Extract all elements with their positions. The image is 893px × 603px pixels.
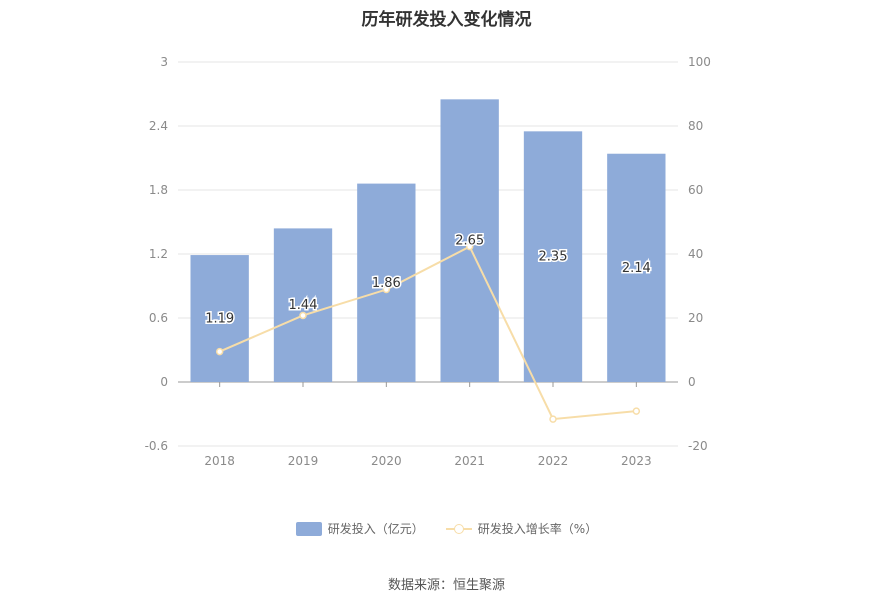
y-left-tick-label: 1.2 <box>149 247 168 261</box>
y-right-tick-label: 20 <box>688 311 703 325</box>
data-source: 数据来源：恒生聚源 <box>387 578 505 593</box>
growth-rate-point <box>299 311 307 320</box>
bar-data-label: 2.14 <box>622 261 651 276</box>
y-left-tick-label: -0.6 <box>145 439 168 453</box>
bar-data-label: 1.86 <box>372 276 401 291</box>
legend-item-rd-investment[interactable]: 研发投入（亿元） <box>295 520 424 537</box>
growth-rate-point <box>549 415 557 423</box>
bar <box>523 131 583 382</box>
bar <box>440 99 499 382</box>
growth-rate-point <box>382 285 391 294</box>
y-left-tick-label: 0 <box>160 375 168 389</box>
x-tick-label: 2021 <box>454 454 485 468</box>
growth-rate-point <box>215 347 224 356</box>
y-right-tick-label: 40 <box>688 247 703 261</box>
x-tick-label: 2018 <box>204 454 235 468</box>
y-right-tick-label: 80 <box>688 119 703 133</box>
bar-data-label: 2.65 <box>455 234 484 249</box>
legend-label-growth-rate: 研发投入增长率（%） <box>477 522 598 536</box>
legend-label-rd-investment: 研发投入（亿元） <box>327 522 424 536</box>
legend-bar-swatch <box>295 521 322 536</box>
growth-rate-point <box>465 242 474 251</box>
bar-data-label: 1.19 <box>205 312 234 327</box>
y-right-tick-label: -20 <box>688 439 708 453</box>
y-right-tick-label: 0 <box>688 375 696 389</box>
x-tick-label: 2023 <box>621 454 652 468</box>
bar <box>607 153 666 382</box>
chart-title: 历年研发投入变化情况 <box>361 10 532 30</box>
growth-rate-line <box>219 245 637 421</box>
legend-item-growth-rate[interactable]: 研发投入增长率（%） <box>445 520 598 537</box>
bar <box>357 183 416 382</box>
bar <box>273 228 333 382</box>
bar-data-label: 1.44 <box>289 298 318 313</box>
y-left-tick-label: 2.4 <box>149 119 168 133</box>
y-left-tick-label: 0.6 <box>149 311 168 325</box>
y-right-tick-label: 100 <box>688 55 711 69</box>
y-left-tick-label: 1.8 <box>149 183 168 197</box>
y-right-tick-label: 60 <box>688 183 703 197</box>
legend: 研发投入（亿元） 研发投入增长率（%） <box>0 520 893 537</box>
y-left-tick-label: 3 <box>160 55 168 69</box>
x-tick-label: 2022 <box>538 454 569 468</box>
legend-line-swatch <box>445 522 472 536</box>
x-tick-label: 2019 <box>288 454 319 468</box>
x-tick-label: 2020 <box>371 454 402 468</box>
bar-data-label: 2.35 <box>539 250 568 265</box>
growth-rate-point <box>632 407 641 415</box>
bar <box>190 255 249 382</box>
